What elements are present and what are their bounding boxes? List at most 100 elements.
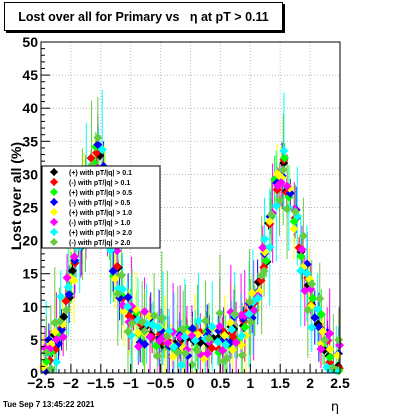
x-tick-label: 0 — [187, 375, 195, 391]
axes: −2.5 −2 −1.5 −1 −0.5 0 0.5 1 1.5 2 2.5 0 5 10 15 20 25 30… — [22, 34, 350, 391]
data-point — [325, 352, 335, 362]
data-point — [278, 165, 288, 175]
legend-entry: (+) with pT/|q| > 2.0 — [69, 230, 132, 237]
legend-box — [41, 165, 161, 249]
data-point — [221, 340, 231, 350]
x-tick-label: 2 — [306, 375, 314, 391]
data-point — [308, 293, 318, 303]
data-point — [303, 305, 313, 315]
x-tick-label: 1 — [246, 375, 254, 391]
data-point — [61, 296, 71, 306]
data-point — [253, 293, 263, 303]
data-point — [127, 301, 137, 311]
data-point — [207, 321, 217, 331]
data-point — [290, 207, 300, 217]
data-point — [201, 316, 211, 326]
data-point — [237, 350, 247, 360]
data-point — [307, 279, 317, 289]
data-point — [97, 145, 107, 155]
x-tick-label: −0.5 — [147, 375, 175, 391]
y-tick-label: 5 — [30, 332, 38, 348]
data-point — [266, 210, 276, 220]
legend-marker — [50, 198, 58, 206]
data-point — [222, 353, 232, 363]
data-point — [93, 140, 103, 150]
x-tick-label: 2.5 — [330, 375, 350, 391]
data-point — [187, 360, 197, 370]
data-point — [307, 323, 317, 333]
data-point — [276, 173, 286, 183]
data-point — [112, 246, 122, 256]
data-point — [175, 332, 185, 342]
data-point — [296, 251, 306, 261]
data-point — [61, 305, 71, 315]
data-point — [67, 266, 77, 276]
data-point — [202, 349, 212, 359]
data-point — [215, 308, 225, 318]
data-point — [315, 294, 325, 304]
data-point — [282, 204, 292, 214]
data-point — [190, 336, 200, 346]
data-point — [133, 341, 143, 351]
data-point — [194, 316, 204, 326]
legend-marker — [50, 208, 58, 216]
data-point — [110, 274, 120, 284]
data-point — [180, 332, 190, 342]
data-point — [63, 282, 73, 292]
data-point — [108, 266, 118, 276]
data-point — [207, 343, 217, 353]
data-point — [225, 318, 235, 328]
data-point — [334, 335, 344, 345]
data-point — [316, 309, 326, 319]
legend-entry: (-) with pT/|q| > 0.1 — [69, 180, 130, 187]
y-tick-label: 35 — [22, 133, 38, 149]
x-tick-label: 1.5 — [270, 375, 290, 391]
x-tick-label: −2.5 — [27, 375, 55, 391]
legend-entry: (+) with pT/|q| > 0.5 — [69, 190, 132, 197]
data-point — [69, 275, 79, 285]
data-point — [145, 332, 155, 342]
data-point — [173, 348, 183, 358]
data-point — [153, 322, 163, 332]
legend-marker — [50, 188, 58, 196]
data-point — [204, 333, 214, 343]
legend-marker — [50, 168, 58, 176]
legend-marker — [50, 178, 58, 186]
y-tick-label: 25 — [22, 200, 38, 216]
data-point — [237, 331, 247, 341]
data-point — [93, 133, 103, 143]
y-axis-label: Lost over all (%) — [8, 142, 24, 250]
y-tick-label: 30 — [22, 166, 38, 182]
data-point — [91, 148, 101, 158]
x-tick-label: −2 — [63, 375, 79, 391]
data-point — [117, 270, 127, 280]
legend-entry: (-) with pT/|q| > 1.0 — [69, 220, 130, 227]
legend-entry: (-) with pT/|q| > 0.5 — [69, 200, 130, 207]
data-point — [123, 327, 133, 337]
data-point — [56, 292, 66, 302]
data-point — [325, 328, 335, 338]
data-point — [152, 351, 162, 361]
data-point — [69, 252, 79, 262]
data-point — [297, 245, 307, 255]
data-point — [279, 146, 289, 156]
data-point — [328, 363, 338, 373]
data-point — [178, 324, 188, 334]
legend-marker — [50, 238, 58, 246]
chart-title: Lost over all for Primary vs η at pT > 0… — [4, 2, 283, 31]
data-point — [64, 289, 74, 299]
data-point — [140, 326, 150, 336]
data-point — [325, 344, 335, 354]
data-point — [86, 153, 96, 163]
data-point — [227, 325, 237, 335]
data-point — [180, 348, 190, 358]
data-point — [240, 322, 250, 332]
data-point — [247, 288, 257, 298]
y-tick-label: 10 — [22, 299, 38, 315]
data-point — [162, 331, 172, 341]
data-point — [157, 313, 167, 323]
data-point — [230, 309, 240, 319]
data-point — [246, 317, 256, 327]
data-point — [313, 304, 323, 314]
